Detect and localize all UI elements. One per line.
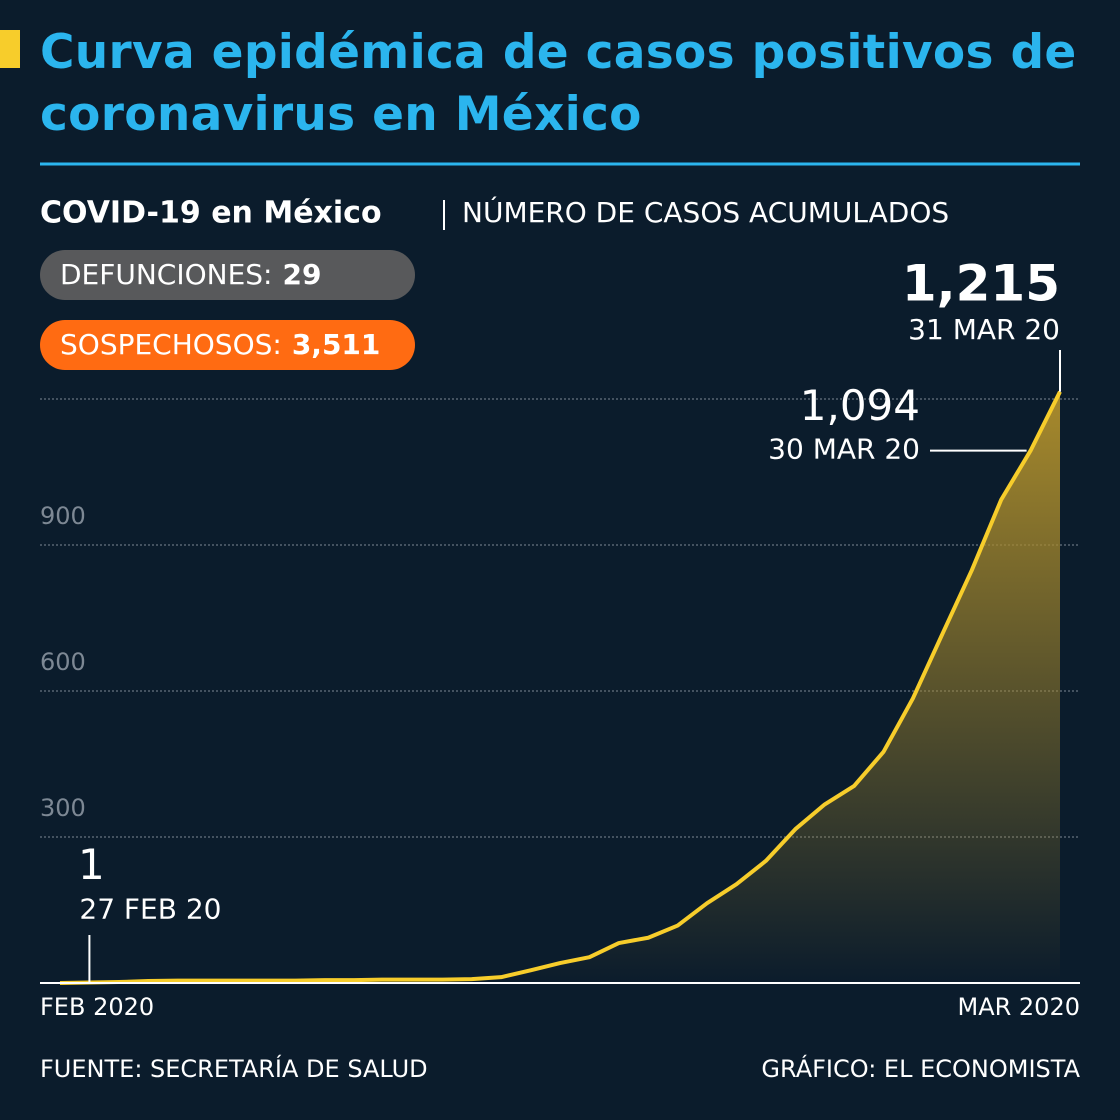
value-label: 1,215: [902, 255, 1060, 313]
credit: GRÁFICO: EL ECONOMISTA: [761, 1054, 1080, 1083]
badge-text: SOSPECHOSOS: 3,511: [60, 328, 380, 361]
value-label: 1,094: [800, 381, 920, 430]
badge: [40, 250, 415, 300]
value-label: 1: [78, 840, 105, 889]
x-axis-label: MAR 2020: [957, 993, 1080, 1021]
date-label: 30 MAR 20: [768, 433, 920, 466]
subtitle: COVID-19 en México: [40, 196, 382, 231]
y-tick-label: 900: [40, 502, 86, 530]
area: [60, 391, 1060, 983]
y-tick-label: 300: [40, 794, 86, 822]
badge-text: DEFUNCIONES: 29: [60, 258, 321, 291]
badge-value: 3,511: [292, 328, 381, 361]
badge-label: DEFUNCIONES:: [60, 258, 273, 291]
badge-value: 29: [283, 258, 322, 291]
title-marker: [0, 30, 20, 68]
y-tick-label: 600: [40, 648, 86, 676]
date-label: 31 MAR 20: [908, 313, 1060, 346]
badge-label: SOSPECHOSOS:: [60, 328, 282, 361]
x-axis-label: FEB 2020: [40, 993, 154, 1021]
line: [59, 390, 1062, 985]
date-label: 27 FEB 20: [79, 893, 221, 926]
source: FUENTE: SECRETARÍA DE SALUD: [40, 1054, 428, 1083]
badge: [40, 320, 415, 370]
subtitle-detail: NÚMERO DE CASOS ACUMULADOS: [462, 195, 949, 229]
chart-title: Curva epidémica de casos positivos de co…: [40, 25, 1077, 142]
